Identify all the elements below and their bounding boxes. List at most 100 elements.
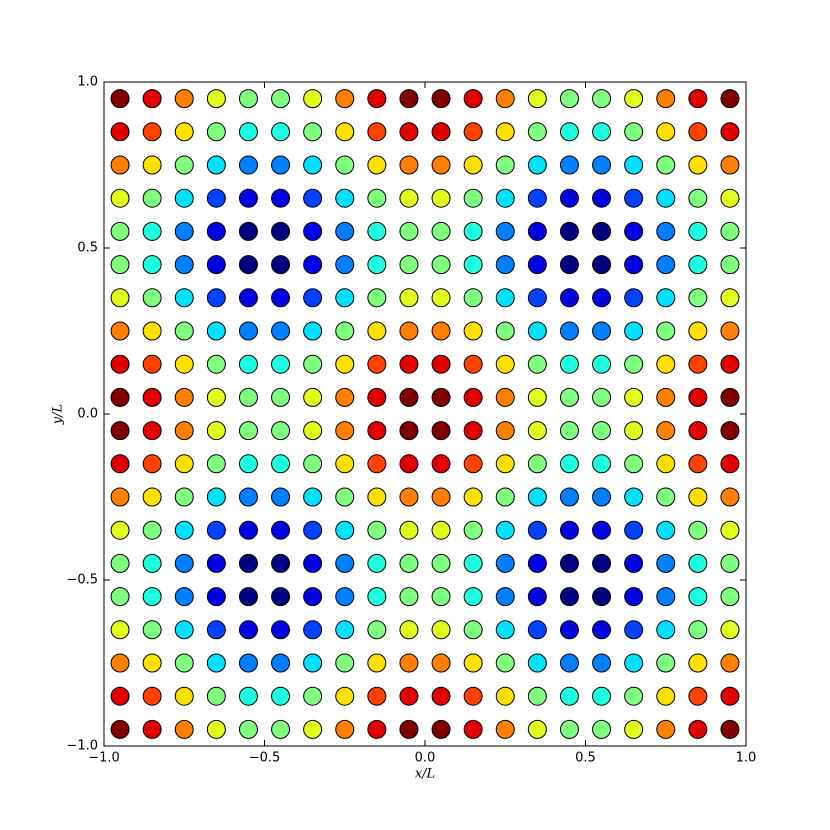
point [688,587,708,607]
point [688,354,708,374]
point [656,620,676,640]
point [303,155,323,175]
point [559,620,579,640]
point [110,354,130,374]
point [495,487,515,507]
point [431,288,451,308]
point [271,221,291,241]
point [206,421,226,441]
point [174,653,194,673]
point [399,620,419,640]
point [431,653,451,673]
point [238,387,258,407]
point [238,155,258,175]
point [688,520,708,540]
point [399,122,419,142]
point [656,387,676,407]
point [559,719,579,739]
point [559,653,579,673]
point [624,487,644,507]
point [399,719,419,739]
point [688,89,708,109]
point [238,653,258,673]
point [463,454,483,474]
point [592,122,612,142]
point [656,89,676,109]
point [527,587,547,607]
point [206,155,226,175]
point [303,520,323,540]
point [399,653,419,673]
point [142,155,162,175]
point [238,221,258,241]
point [399,686,419,706]
point [624,421,644,441]
point [431,620,451,640]
point [431,321,451,341]
point [238,321,258,341]
point [110,122,130,142]
point [335,321,355,341]
point [367,188,387,208]
point [271,387,291,407]
point [335,155,355,175]
point [431,155,451,175]
point [431,686,451,706]
point [238,620,258,640]
point [559,587,579,607]
point [367,255,387,275]
point [527,620,547,640]
point [720,454,740,474]
point [688,255,708,275]
point [174,89,194,109]
point [592,620,612,640]
point [174,188,194,208]
point [303,421,323,441]
point [367,587,387,607]
x-tick-label: 0.0 [415,751,436,766]
point [495,387,515,407]
point [303,221,323,241]
point [271,89,291,109]
point [303,188,323,208]
point [335,587,355,607]
point [527,421,547,441]
point [367,288,387,308]
point [303,321,323,341]
point [656,686,676,706]
point [206,89,226,109]
point [174,155,194,175]
y-tick-label: −0.5 [66,573,98,588]
point [527,520,547,540]
point [142,255,162,275]
point [624,255,644,275]
point [656,122,676,142]
point [303,553,323,573]
point [271,653,291,673]
point [656,587,676,607]
point [431,188,451,208]
point [592,653,612,673]
point [303,587,323,607]
point [303,686,323,706]
point [624,387,644,407]
point [206,188,226,208]
y-tick-label: 1.0 [77,75,98,90]
point [559,487,579,507]
point [624,653,644,673]
point [238,421,258,441]
point [592,387,612,407]
point [335,620,355,640]
point [271,686,291,706]
point [688,387,708,407]
point [463,553,483,573]
point [110,587,130,607]
point [367,221,387,241]
point [238,553,258,573]
point [720,288,740,308]
point [367,653,387,673]
point [527,221,547,241]
point [303,620,323,640]
point [142,587,162,607]
point [206,321,226,341]
